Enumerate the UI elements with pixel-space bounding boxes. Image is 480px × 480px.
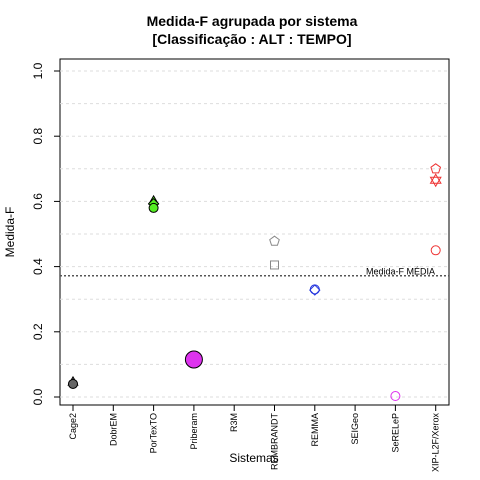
data-point <box>148 202 159 213</box>
y-axis-label: Medida-F <box>3 207 17 258</box>
y-tick-label: 0.8 <box>31 128 45 145</box>
x-tick-label: PorTexTO <box>149 413 159 453</box>
y-tick-label: 0.0 <box>31 388 45 405</box>
x-axis-label: Sistemas <box>229 451 278 465</box>
y-tick-label: 0.4 <box>31 258 45 275</box>
data-point <box>184 350 203 369</box>
chart-title-line2: [Classificação : ALT : TEMPO] <box>152 31 351 47</box>
reference-line-label: Medida-F MÉDIA <box>366 267 435 277</box>
grid <box>60 70 449 398</box>
x-tick-label: REMBRANDT <box>270 413 280 471</box>
data-point <box>390 391 401 402</box>
x-tick-label: REMMA <box>310 413 320 447</box>
data-point <box>269 235 280 246</box>
y-tick-label: 0.2 <box>31 323 45 340</box>
reference-line-group: Medida-F MÉDIA <box>60 267 449 277</box>
plot-frame <box>59 58 450 406</box>
axes: 0.0 0.2 0.4 0.6 0.8 1.0 Cage2 DobrEM PorTexTO Pri… <box>31 62 441 472</box>
chart-title-line1: Medida-F agrupada por sistema <box>147 13 358 29</box>
data-point <box>270 260 279 270</box>
x-tick-label: SEIGeo <box>350 413 360 445</box>
star-triangle-up <box>429 173 442 184</box>
x-tick-label: XIP-L2F/Xerox <box>431 413 441 473</box>
x-tick-label: SeRELeP <box>390 413 400 453</box>
data-point <box>430 245 441 256</box>
star-triangle-down <box>429 176 442 188</box>
data-point <box>309 284 321 296</box>
x-tick-label: DobrEM <box>108 413 118 446</box>
x-tick-label: Cage2 <box>68 413 78 440</box>
data-point <box>430 163 442 174</box>
data-point <box>429 173 442 188</box>
x-tick-label: R3M <box>229 413 239 432</box>
y-tick-label: 0.6 <box>31 193 45 210</box>
y-tick-label: 1.0 <box>31 62 45 79</box>
data-point <box>68 378 78 389</box>
x-tick-label: Priberam <box>189 413 199 450</box>
data-points <box>67 163 442 402</box>
